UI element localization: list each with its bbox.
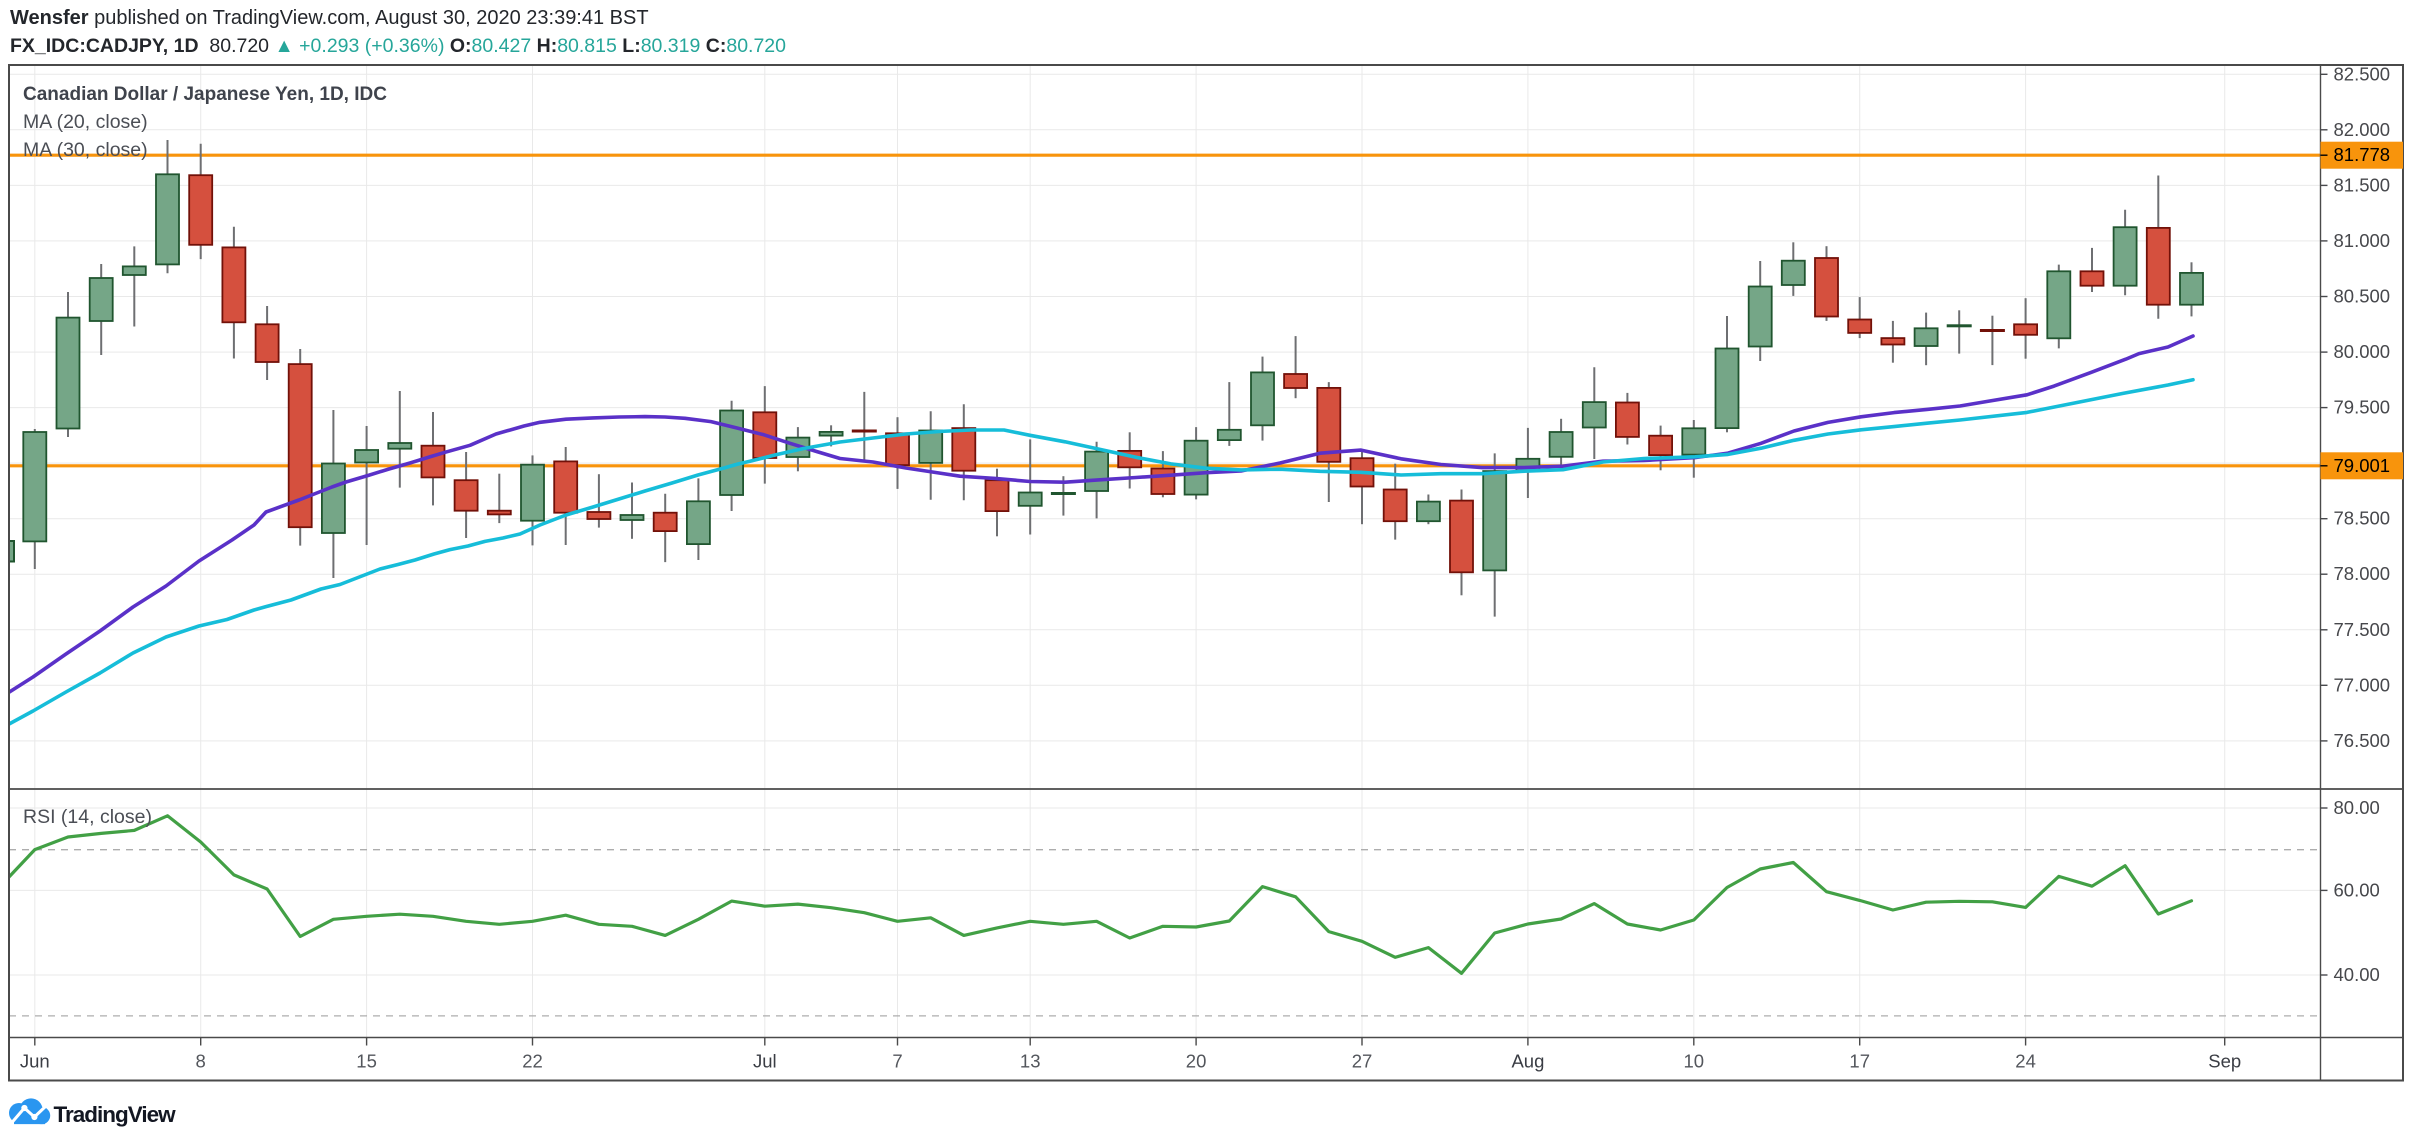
svg-text:FX_IDC:CADJPY, 1D 80.720 ▲ +0: FX_IDC:CADJPY, 1D 80.720 ▲ +0.293 (+0.36… xyxy=(10,35,786,57)
svg-text:80.000: 80.000 xyxy=(2334,341,2391,362)
svg-text:Sep: Sep xyxy=(2208,1051,2241,1072)
svg-text:79.500: 79.500 xyxy=(2334,397,2391,418)
svg-text:MA (30, close): MA (30, close) xyxy=(23,139,148,161)
svg-text:77.500: 77.500 xyxy=(2334,619,2391,640)
svg-text:80.00: 80.00 xyxy=(2334,797,2380,818)
svg-text:Aug: Aug xyxy=(1511,1051,1544,1072)
svg-text:13: 13 xyxy=(1020,1051,1041,1072)
svg-text:Wensfer published on TradingVi: Wensfer published on TradingView.com, Au… xyxy=(10,7,649,29)
svg-text:77.000: 77.000 xyxy=(2334,674,2391,695)
svg-text:27: 27 xyxy=(1352,1051,1373,1072)
svg-text:RSI (14, close): RSI (14, close) xyxy=(23,806,152,828)
svg-text:81.500: 81.500 xyxy=(2334,174,2391,195)
svg-text:Jun: Jun xyxy=(20,1051,50,1072)
svg-text:78.500: 78.500 xyxy=(2334,508,2391,529)
svg-text:40.00: 40.00 xyxy=(2334,964,2380,985)
svg-text:80.500: 80.500 xyxy=(2334,286,2391,307)
svg-text:60.00: 60.00 xyxy=(2334,879,2380,900)
svg-text:24: 24 xyxy=(2015,1051,2036,1072)
svg-text:20: 20 xyxy=(1186,1051,1207,1072)
svg-text:Canadian Dollar / Japanese Yen: Canadian Dollar / Japanese Yen, 1D, IDC xyxy=(23,84,387,105)
svg-text:81.778: 81.778 xyxy=(2334,144,2391,165)
svg-text:Jul: Jul xyxy=(753,1051,777,1072)
svg-text:17: 17 xyxy=(1849,1051,1870,1072)
svg-text:7: 7 xyxy=(892,1051,902,1072)
svg-text:82.000: 82.000 xyxy=(2334,119,2391,140)
svg-text:79.001: 79.001 xyxy=(2334,455,2391,476)
svg-text:82.500: 82.500 xyxy=(2334,63,2391,84)
svg-text:78.000: 78.000 xyxy=(2334,563,2391,584)
svg-text:8: 8 xyxy=(196,1051,206,1072)
svg-text:22: 22 xyxy=(522,1051,543,1072)
svg-text:15: 15 xyxy=(356,1051,377,1072)
svg-text:81.000: 81.000 xyxy=(2334,230,2391,251)
svg-text:MA (20, close): MA (20, close) xyxy=(23,111,148,133)
svg-text:76.500: 76.500 xyxy=(2334,730,2391,751)
svg-text:TradingView: TradingView xyxy=(54,1102,177,1127)
svg-text:10: 10 xyxy=(1684,1051,1705,1072)
